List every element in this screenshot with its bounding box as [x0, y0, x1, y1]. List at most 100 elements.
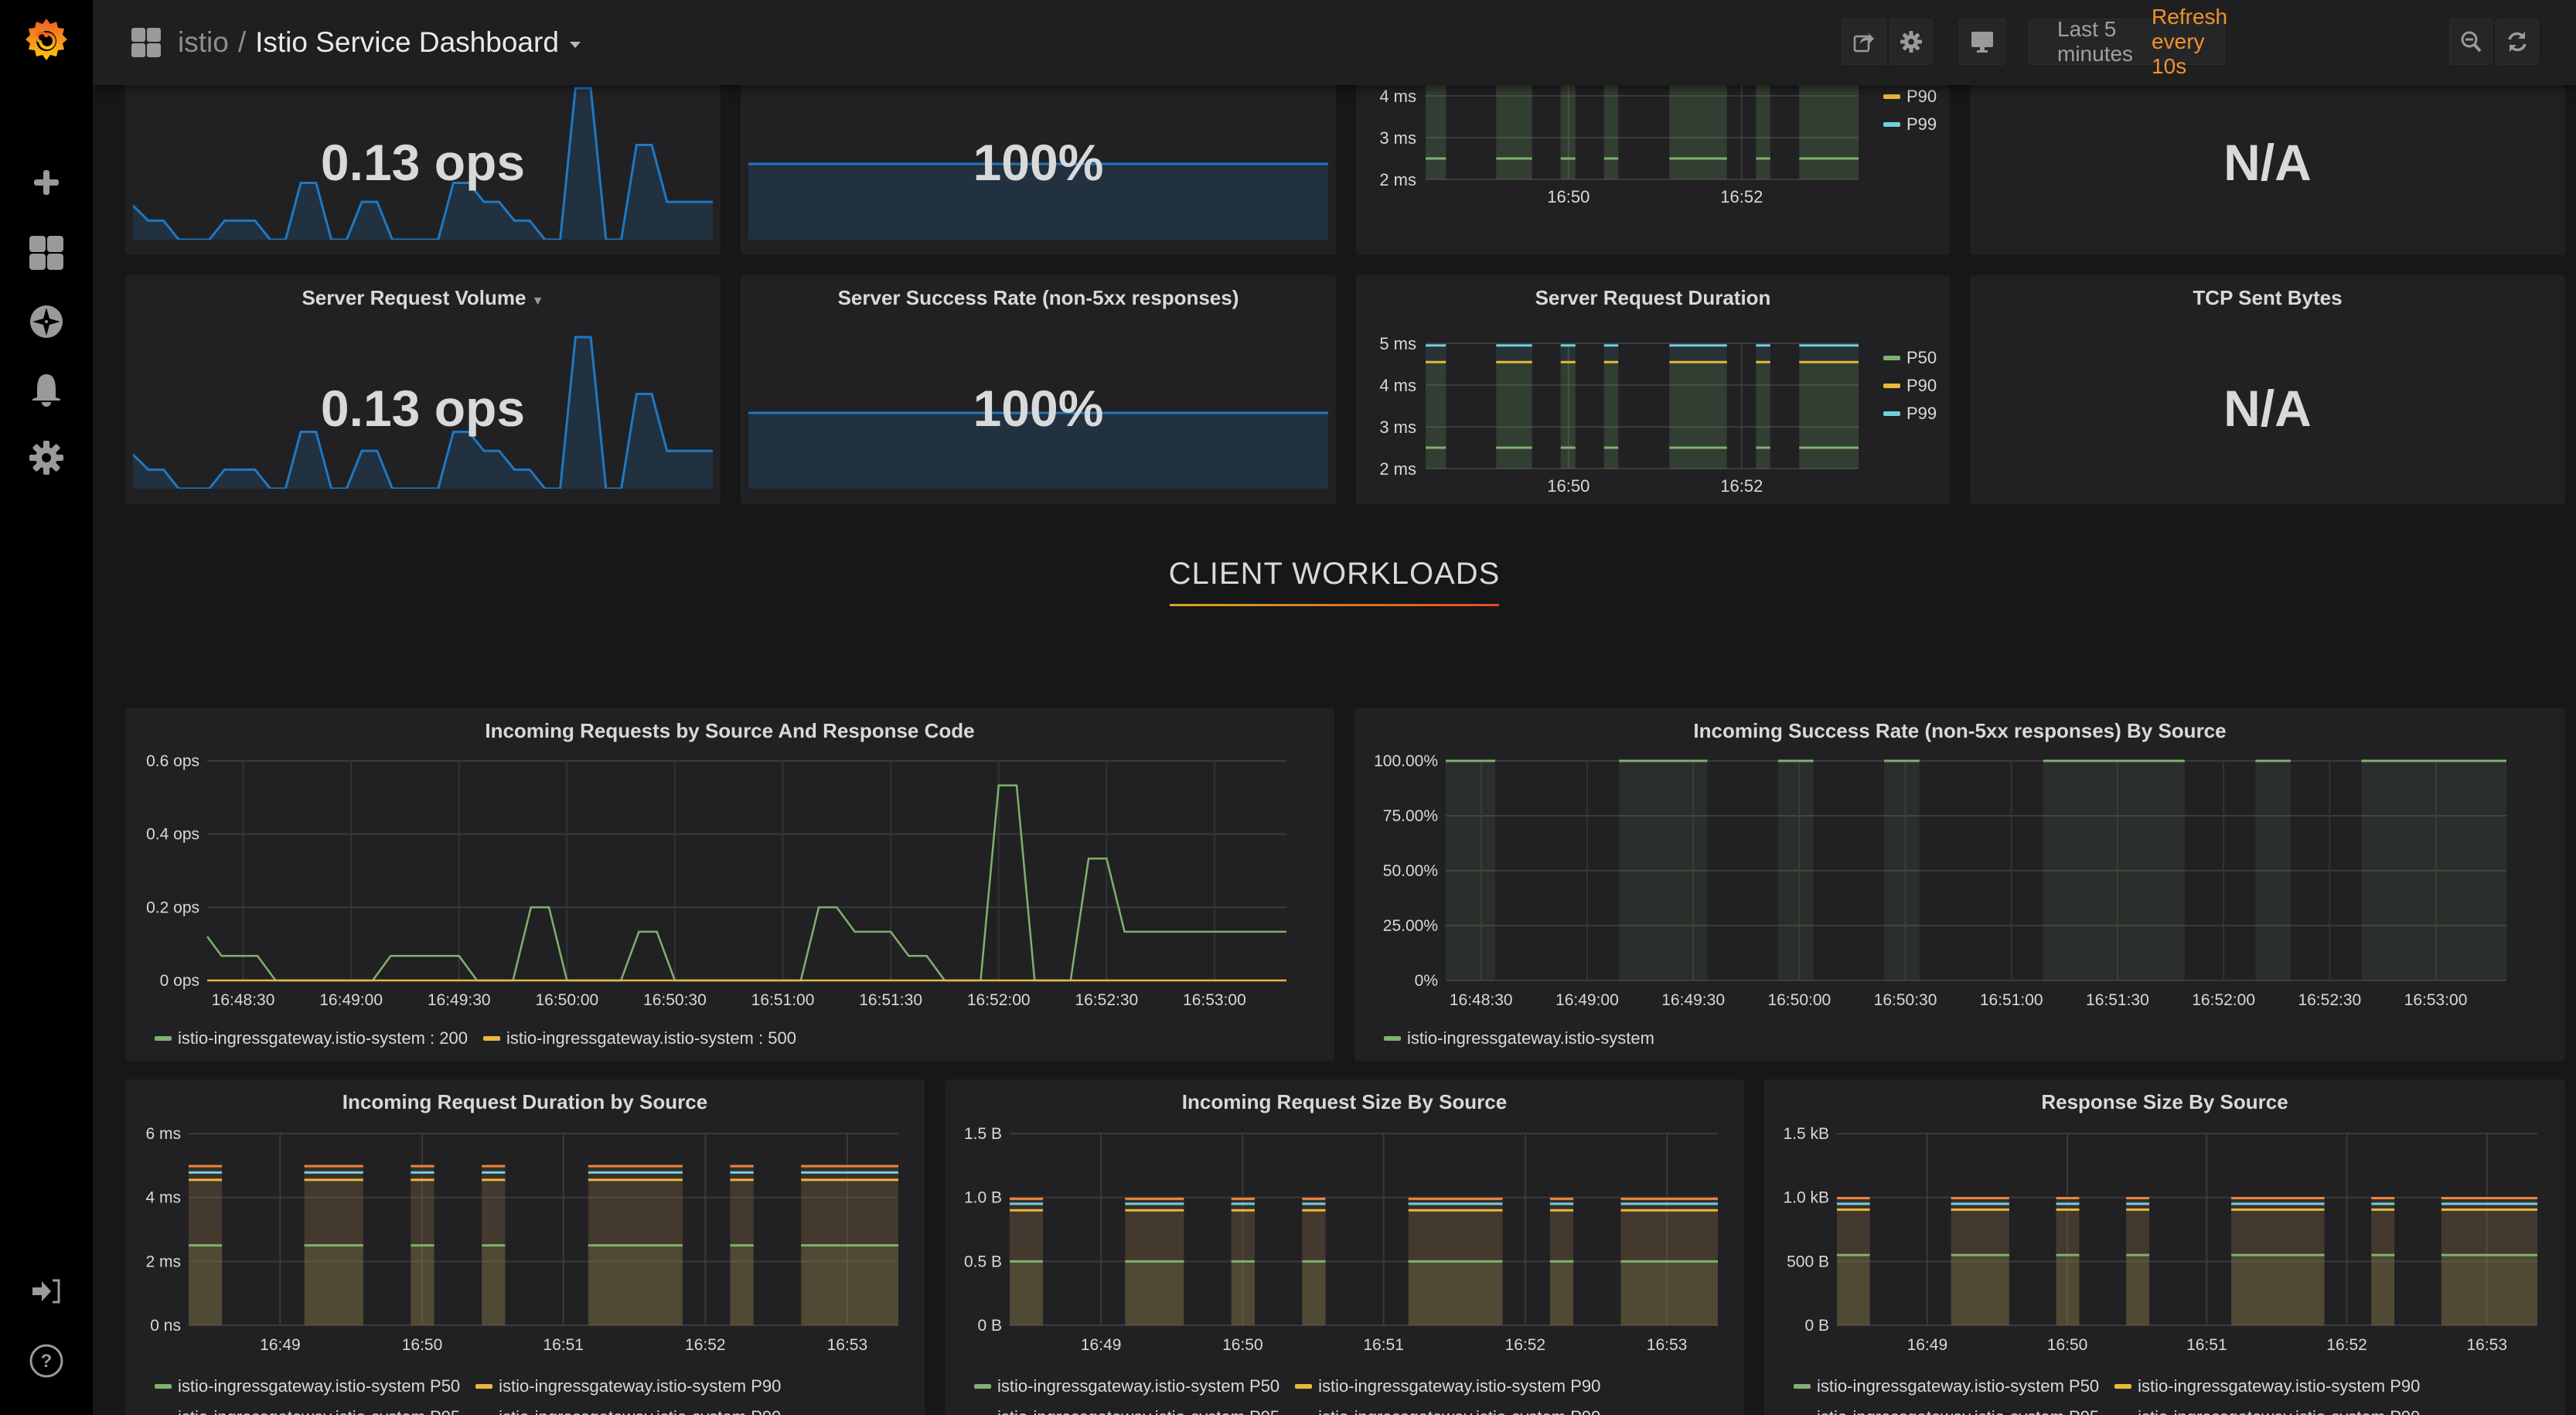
- panel-title[interactable]: Incoming Requests by Source And Response…: [485, 719, 975, 742]
- x-tick-label: 16:48:30: [212, 991, 275, 1009]
- compass-icon: [30, 305, 63, 338]
- panel-incoming-success-rate[interactable]: Incoming Success Rate (non-5xx responses…: [1354, 708, 2565, 1061]
- panel-server-request-duration[interactable]: Server Request Duration 2 ms 3 ms 4 ms 5 ms…: [1356, 275, 1950, 504]
- area-band: [1426, 73, 1446, 179]
- chart-legend: istio-ingressgateway.istio-system P50 ist…: [974, 1376, 1716, 1415]
- legend-label: istio-ingressgateway.istio-system : 500: [506, 1028, 796, 1048]
- panel-title[interactable]: Incoming Request Size By Source: [1181, 1090, 1508, 1113]
- area-band: [1231, 1261, 1255, 1325]
- legend-item[interactable]: istio-ingressgateway.istio-system P90: [475, 1376, 781, 1396]
- plus-icon: [34, 170, 59, 195]
- legend-item[interactable]: istio-ingressgateway.istio-system P95: [1794, 1407, 2099, 1415]
- share-button[interactable]: [1842, 19, 1886, 65]
- panel-title[interactable]: Response Size By Source: [2041, 1090, 2288, 1113]
- x-tick-label: 16:51: [543, 1336, 584, 1354]
- section-client-workloads: CLIENT WORKLOADS: [93, 557, 2576, 606]
- area-band: [1756, 362, 1770, 469]
- legend-item[interactable]: istio-ingressgateway.istio-system : 500: [482, 1028, 796, 1048]
- panel-incoming-requests[interactable]: Incoming Requests by Source And Response…: [125, 708, 1334, 1061]
- legend-item[interactable]: istio-ingressgateway.istio-system P95: [155, 1407, 460, 1415]
- panel-server-request-volume[interactable]: Server Request Volume ▼ 0.13 ops: [125, 275, 721, 504]
- zoom-out-button[interactable]: [2449, 19, 2493, 65]
- legend-item[interactable]: istio-ingressgateway.istio-system P99: [2114, 1407, 2420, 1415]
- legend-item[interactable]: istio-ingressgateway.istio-system: [1384, 1028, 1654, 1048]
- legend-label: istio-ingressgateway.istio-system P50: [997, 1376, 1280, 1396]
- legend-item[interactable]: istio-ingressgateway.istio-system P95: [974, 1407, 1279, 1415]
- y-tick-label: 0%: [1415, 972, 1438, 990]
- legend-swatch: [1883, 384, 1900, 388]
- panel-title[interactable]: TCP Sent Bytes: [2193, 286, 2343, 309]
- x-tick-label: 16:50: [402, 1336, 443, 1354]
- x-tick-label: 16:52:30: [1075, 991, 1138, 1009]
- x-tick-label: 16:52: [2326, 1336, 2367, 1354]
- sparkline-area: [748, 164, 1328, 240]
- y-tick-label: 5 ms: [1379, 334, 1416, 353]
- x-tick-label: 16:50: [1547, 187, 1590, 206]
- sidebar-item-explore[interactable]: [28, 303, 65, 340]
- y-tick-label: 3 ms: [1379, 128, 1416, 148]
- panel-response-size[interactable]: Response Size By Source 0 B 500 B 1.0 kB 1.…: [1764, 1079, 2565, 1415]
- panel-server-success-rate[interactable]: Server Success Rate (non-5xx responses) …: [741, 275, 1336, 504]
- area-band: [1302, 1210, 1326, 1262]
- panel-title[interactable]: Server Success Rate (non-5xx responses): [837, 286, 1239, 309]
- sidebar-item-alerting[interactable]: [28, 371, 65, 408]
- legend-swatch: [1883, 411, 1900, 416]
- area-band: [2043, 761, 2185, 980]
- area-band: [1777, 761, 1814, 980]
- area-band: [801, 1179, 898, 1246]
- y-tick-label: 25.00%: [1383, 917, 1438, 935]
- sidebar-item-sign-in[interactable]: [28, 1273, 65, 1310]
- settings-button[interactable]: [1889, 19, 1933, 65]
- legend-label: istio-ingressgateway.istio-system P95: [178, 1407, 460, 1415]
- dashboard-title[interactable]: Istio Service Dashboard: [255, 26, 559, 58]
- legend-item[interactable]: istio-ingressgateway.istio-system P50: [974, 1376, 1279, 1396]
- x-tick-label: 16:50:30: [643, 991, 707, 1009]
- legend-item[interactable]: istio-ingressgateway.istio-system P50: [1794, 1376, 2099, 1396]
- legend-swatch: [1883, 356, 1900, 360]
- chart-legend: istio-ingressgateway.istio-system : 200 i…: [155, 1028, 796, 1048]
- breadcrumb-folder[interactable]: istio: [178, 26, 229, 58]
- area-band: [1619, 761, 1708, 980]
- area-band: [1560, 73, 1576, 179]
- x-tick-label: 16:49: [1081, 1336, 1122, 1354]
- area-band: [1496, 73, 1532, 179]
- panel-incoming-request-size[interactable]: Incoming Request Size By Source 0 B 0.5 B…: [945, 1079, 1744, 1415]
- legend-item[interactable]: istio-ingressgateway.istio-system P99: [1295, 1407, 1600, 1415]
- breadcrumb[interactable]: istio / Istio Service Dashboard: [131, 23, 581, 62]
- refresh-button[interactable]: [2496, 19, 2539, 65]
- area-band: [1302, 1261, 1326, 1325]
- legend-swatch: [974, 1384, 991, 1389]
- incoming-success-rate-chart: 0% 25.00% 50.00% 75.00% 100.00% 16:48:30 16:49…: [1374, 752, 2506, 1009]
- sidebar: ?: [0, 0, 93, 1415]
- sidebar-item-configuration[interactable]: [28, 439, 65, 476]
- legend-item[interactable]: istio-ingressgateway.istio-system P50: [155, 1376, 460, 1396]
- panel-tcp-sent-bytes[interactable]: TCP Sent Bytes N/A: [1970, 275, 2565, 504]
- legend-label: P90: [1906, 87, 1937, 106]
- panel-incoming-request-duration[interactable]: Incoming Request Duration by Source 0 ns…: [125, 1079, 925, 1415]
- y-tick-label: 0 B: [977, 1317, 1002, 1335]
- legend-item[interactable]: istio-ingressgateway.istio-system : 200: [155, 1028, 468, 1048]
- area-band: [1408, 1210, 1503, 1262]
- time-picker-button[interactable]: Last 5 minutes Refresh every 10s: [2029, 5, 2227, 78]
- area-band: [1669, 362, 1727, 469]
- sidebar-item-dashboards[interactable]: [28, 234, 65, 271]
- legend-item[interactable]: istio-ingressgateway.istio-system P99: [475, 1407, 781, 1415]
- area-band: [1426, 345, 1446, 363]
- panel-title[interactable]: Incoming Request Duration by Source: [342, 1090, 708, 1113]
- area-band: [2231, 1209, 2325, 1256]
- legend-item[interactable]: istio-ingressgateway.istio-system P90: [1295, 1376, 1600, 1396]
- legend-item[interactable]: istio-ingressgateway.istio-system P90: [2114, 1376, 2420, 1396]
- sidebar-item-create[interactable]: [28, 164, 65, 201]
- caret-down-icon[interactable]: [569, 42, 581, 48]
- y-tick-label: 4 ms: [145, 1189, 181, 1207]
- sidebar-item-help[interactable]: ?: [28, 1342, 65, 1379]
- caret-down-icon[interactable]: ▼: [531, 295, 544, 308]
- grafana-logo-icon[interactable]: [22, 15, 71, 65]
- area-band: [1669, 345, 1727, 363]
- view-mode-button[interactable]: [1959, 19, 2005, 65]
- panel-title[interactable]: Server Request Volume ▼: [302, 286, 544, 309]
- legend-swatch: [1883, 122, 1900, 127]
- panel-title[interactable]: Incoming Success Rate (non-5xx responses…: [1693, 719, 2227, 742]
- y-tick-label: 4 ms: [1379, 87, 1416, 106]
- panel-title[interactable]: Server Request Duration: [1535, 286, 1771, 309]
